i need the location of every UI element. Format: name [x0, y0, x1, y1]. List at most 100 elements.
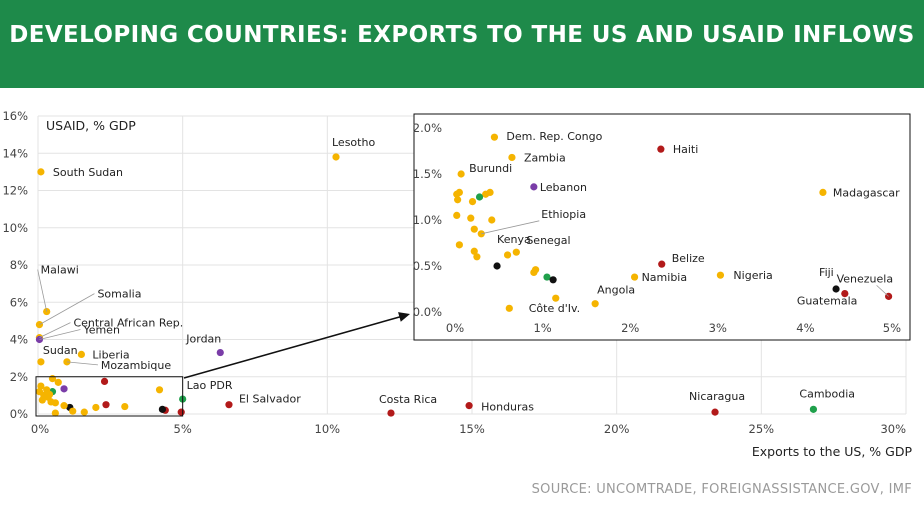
inset-x-tick-label: 2% — [621, 321, 639, 335]
point-label: Sudan — [43, 344, 78, 357]
inset-data-point — [486, 188, 494, 196]
data-point — [158, 405, 167, 413]
label-leader-line — [39, 293, 95, 325]
data-point — [38, 396, 46, 404]
inset-data-point — [470, 225, 478, 233]
data-point — [92, 403, 100, 412]
label-leader-line — [39, 322, 71, 338]
inset-point-label: Belize — [672, 252, 705, 265]
inset-point-label: Haiti — [673, 143, 698, 156]
main-axis-ticks: 0% 2% 4% 6% 8% 10% 12% 14% 16% 0% 5% 10% 15% 20% 25% 30… — [2, 109, 906, 436]
data-point — [45, 390, 54, 399]
x-tick-label: 10% — [315, 422, 341, 436]
data-point — [121, 402, 129, 411]
x-tick-label: 30% — [880, 422, 906, 436]
point-label: Nicaragua — [689, 390, 745, 403]
zoom-arrow-head — [398, 312, 410, 322]
x-tick-label: 0% — [31, 422, 49, 436]
point-label: Cambodia — [799, 387, 855, 400]
inset-data-point — [488, 216, 496, 224]
inset-data-point — [473, 253, 481, 261]
point-label: Costa Rica — [379, 393, 437, 406]
inset-y-tick-label: 0.5% — [413, 259, 442, 273]
inset-label-leader-line — [876, 285, 889, 297]
inset-data-point — [503, 251, 512, 259]
inset-data-point — [832, 285, 840, 293]
inset-point-label: Guatemala — [797, 295, 858, 308]
inset-point-labels: Dem. Rep. Congo Zambia Burundi Haiti Lebanon… — [469, 130, 900, 315]
point-label: Somalia — [97, 288, 141, 301]
inset-data-point — [658, 260, 666, 268]
inset-data-point — [454, 196, 462, 204]
inset-data-point — [490, 133, 499, 141]
data-point — [60, 385, 68, 393]
zoom-highlight-box — [35, 376, 184, 417]
label-leader-line — [37, 269, 48, 312]
data-point — [37, 382, 45, 390]
point-label: Mozambique — [101, 359, 171, 372]
inset-data-point — [467, 214, 475, 222]
data-point — [216, 348, 224, 357]
inset-data-point — [819, 188, 827, 196]
data-point — [332, 153, 340, 161]
inset-data-point — [543, 273, 551, 281]
data-point — [100, 377, 109, 386]
inset-point-label: Namibia — [642, 271, 688, 284]
inset-point-label: Burundi — [469, 162, 512, 175]
inset-axis-ticks: 0.0% 0.5% 1.0% 1.5% 2.0% 0% 1% 2% 3% 4% 5% — [413, 121, 901, 335]
data-point — [60, 402, 68, 410]
inset-data-point — [505, 304, 513, 312]
inset-data-point — [630, 273, 639, 281]
scatter-chart: 0% 2% 4% 6% 8% 10% 12% 14% 16% 0% 5% 10% 15% 20% 25% 30… — [2, 109, 913, 459]
inset-point-label: Senegal — [526, 234, 570, 247]
inset-data-point — [455, 241, 463, 249]
y-tick-label: 14% — [2, 146, 28, 160]
inset-y-tick-label: 2.0% — [413, 121, 442, 135]
inset-x-tick-label: 3% — [709, 321, 727, 335]
point-label: Central African Rep. — [73, 317, 183, 330]
inset-y-tick-label: 1.5% — [413, 167, 442, 181]
x-tick-label: 25% — [749, 422, 775, 436]
inset-data-point — [457, 170, 465, 178]
point-label: Honduras — [481, 401, 534, 414]
inset-point-label: Madagascar — [833, 186, 900, 199]
data-point — [809, 405, 818, 413]
inset-data-point — [530, 183, 538, 191]
point-label: Yemen — [82, 324, 120, 337]
inset-point-label: Ethiopia — [541, 208, 586, 221]
label-leader-line — [39, 329, 81, 340]
data-point — [37, 168, 45, 176]
chart-title: DEVELOPING COUNTRIES: EXPORTS TO THE US … — [9, 22, 915, 48]
inset-data-point — [493, 262, 501, 270]
y-tick-label: 2% — [10, 370, 28, 384]
inset-data-point — [455, 188, 463, 196]
y-axis-label: USAID, % GDP — [46, 118, 136, 133]
y-tick-label: 16% — [2, 109, 28, 123]
main-points — [35, 153, 818, 417]
inset-point-label: Venezuela — [837, 272, 894, 285]
main-point-labels: South Sudan Lesotho Malawi Somalia Central A… — [37, 136, 855, 414]
inset-point-label: Dem. Rep. Congo — [506, 130, 602, 143]
inset-points — [453, 133, 893, 312]
inset-data-point — [531, 266, 540, 274]
inset-x-tick-label: 4% — [796, 321, 814, 335]
point-label: Jordan — [185, 333, 221, 346]
x-axis-label: Exports to the US, % GDP — [752, 444, 913, 459]
inset-data-point — [508, 153, 516, 162]
data-point — [37, 358, 45, 366]
y-tick-label: 8% — [10, 258, 28, 272]
inset-point-label: Kenya — [497, 233, 531, 246]
data-point — [80, 408, 88, 416]
label-leader-line — [66, 361, 98, 366]
point-label: South Sudan — [53, 166, 123, 179]
data-point — [711, 408, 719, 416]
data-point — [387, 409, 395, 417]
inset-point-label: Angola — [597, 284, 635, 297]
data-point — [69, 407, 77, 415]
inset-data-point — [512, 248, 520, 256]
data-point — [102, 401, 110, 409]
data-point — [465, 402, 473, 410]
inset-x-tick-label: 1% — [533, 321, 551, 335]
inset-data-point — [552, 294, 560, 302]
inset-label-leader-line — [481, 220, 540, 235]
